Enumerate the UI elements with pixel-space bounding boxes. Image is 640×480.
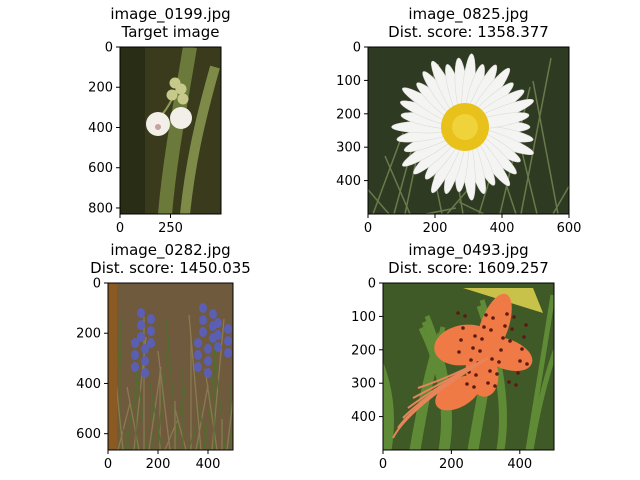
axes-frame [382, 282, 555, 451]
subplot-title-score: Target image [121, 23, 220, 41]
y-tick-label: 800 [88, 201, 113, 216]
subplot-title-filename: image_0825.jpg [408, 5, 528, 24]
photo-2 [368, 47, 569, 214]
x-tick-label: 0 [116, 221, 124, 236]
y-tick-label: 600 [76, 427, 101, 442]
x-tick-label: 200 [146, 457, 171, 472]
y-tick-label: 200 [336, 107, 361, 122]
x-tick-label: 0 [104, 457, 112, 472]
x-tick-label: 200 [439, 457, 464, 472]
x-tick-label: 0 [379, 457, 387, 472]
y-tick-label: 100 [336, 74, 361, 89]
y-tick-label: 200 [76, 327, 101, 342]
subplot-title-filename: image_0282.jpg [110, 241, 230, 260]
y-tick-label: 200 [88, 81, 113, 96]
y-tick-label: 400 [76, 377, 101, 392]
axes-frame [367, 46, 570, 215]
y-tick-label: 400 [336, 174, 361, 189]
subplot-title-filename: image_0199.jpg [110, 5, 230, 24]
subplot-2: 0 200 400 600 0 100 200 300 400 image_0825.jpgDis… [336, 5, 582, 236]
y-tick-label: 400 [351, 410, 376, 425]
subplot-title-score: Dist. score: 1358.377 [388, 23, 549, 41]
subplot-title-filename: image_0493.jpg [408, 241, 528, 260]
y-tick-label: 600 [88, 161, 113, 176]
y-tick-label: 300 [351, 377, 376, 392]
y-tick-label: 0 [105, 41, 113, 56]
y-tick-label: 400 [88, 121, 113, 136]
subplot-title-score: Dist. score: 1450.035 [90, 259, 251, 277]
y-tick-label: 100 [351, 310, 376, 325]
x-tick-label: 200 [423, 221, 448, 236]
photo-1 [120, 47, 221, 214]
photo-3 [108, 283, 233, 450]
y-tick-label: 0 [368, 277, 376, 292]
y-tick-label: 300 [336, 141, 361, 156]
y-tick-label: 200 [351, 343, 376, 358]
x-tick-label: 0 [364, 221, 372, 236]
x-tick-label: 400 [196, 457, 221, 472]
x-tick-label: 400 [507, 457, 532, 472]
axes-frame [107, 282, 234, 451]
photo-4 [383, 283, 554, 450]
subplot-4: 0 200 400 0 100 200 300 400 image_0493.jpgDist. … [351, 241, 555, 472]
x-tick-label: 400 [490, 221, 515, 236]
subplot-title-score: Dist. score: 1609.257 [388, 259, 549, 277]
x-tick-label: 600 [557, 221, 582, 236]
y-tick-label: 0 [353, 41, 361, 56]
y-tick-label: 0 [93, 277, 101, 292]
x-tick-label: 250 [158, 221, 183, 236]
